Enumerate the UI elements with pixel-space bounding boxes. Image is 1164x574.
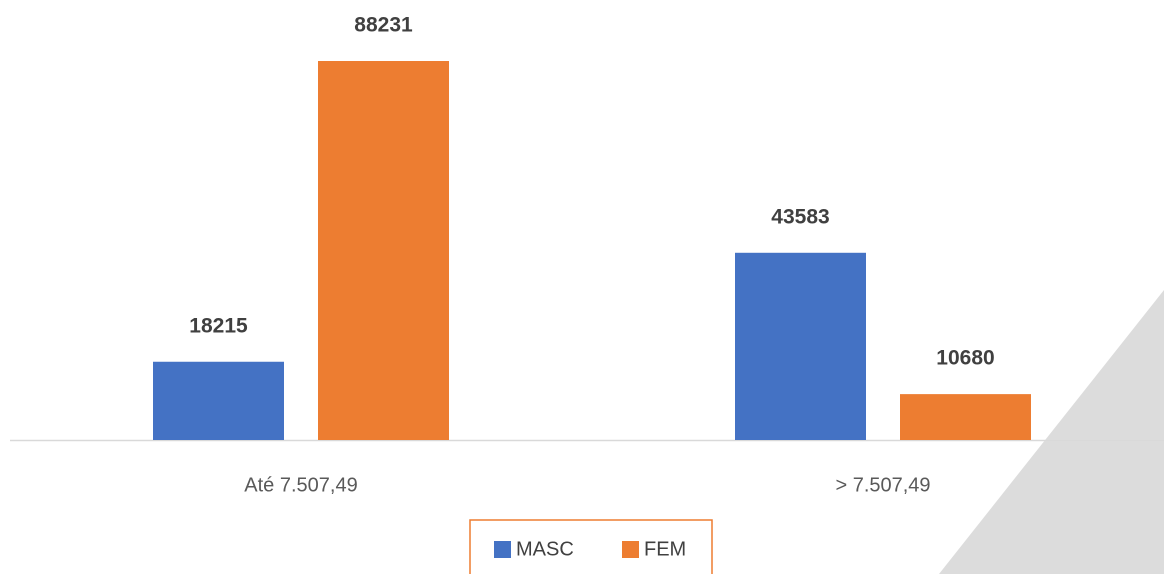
x-tick-label: > 7.507,49: [835, 474, 930, 496]
bar: [900, 394, 1031, 440]
data-label: 18215: [189, 314, 248, 337]
decoration: [939, 290, 1164, 574]
legend-label: MASC: [516, 538, 574, 560]
legend-swatch: [494, 541, 511, 558]
data-label: 88231: [354, 14, 413, 37]
bar: [735, 252, 866, 440]
legend-swatch: [622, 541, 639, 558]
data-label: 43583: [771, 205, 829, 228]
legend-box: [469, 519, 713, 574]
bar: [318, 61, 449, 440]
bar: [153, 361, 284, 440]
x-tick-label: Até 7.507,49: [244, 474, 357, 496]
legend-label: FEM: [644, 538, 686, 560]
data-label: 10680: [936, 347, 994, 370]
